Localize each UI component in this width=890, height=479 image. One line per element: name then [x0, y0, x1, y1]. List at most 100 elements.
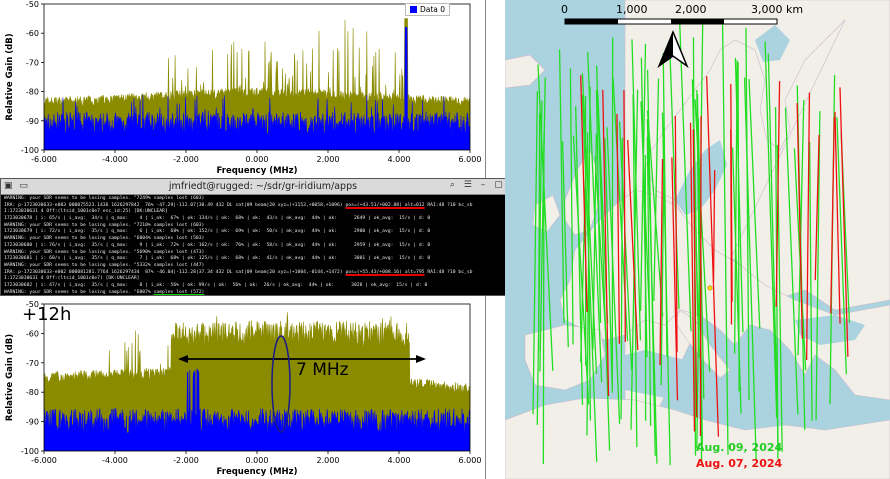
track-aug-09	[748, 79, 761, 329]
terminal-line: 1723030681 | i: 60/s | i_avg: 35/s | q_m…	[4, 256, 431, 262]
track-aug-09	[604, 138, 614, 393]
track-aug-07	[659, 158, 664, 366]
y-tick-label: -90	[26, 418, 39, 427]
terminal-line: 1723030679 | i: 72/s | i_avg: 35/s | q_m…	[4, 229, 431, 235]
landmass	[532, 194, 561, 233]
track-aug-09	[532, 91, 539, 415]
track-aug-07	[674, 115, 678, 353]
arrow-head-left-icon	[178, 355, 188, 363]
track-aug-09	[618, 121, 633, 370]
x-tick-label: 6.000	[459, 155, 482, 164]
scale-label-1000: 1,000	[616, 3, 648, 16]
track-aug-07	[712, 170, 716, 283]
track-aug-09	[592, 133, 597, 350]
terminal-line: WARNING: your SDR seems to be losing sam…	[4, 236, 205, 242]
satellite-tracks-map[interactable]: 0 1,000 2,000 3,000 km Aug. 09, 2024 Aug…	[505, 0, 890, 479]
terminal-line: 1723030678 | i: 65/s | i_avg: 34/s | q_m…	[4, 216, 431, 222]
north-arrow-icon	[657, 30, 689, 69]
scale-label-0: 0	[561, 3, 568, 16]
x-tick-label: 6.000	[459, 456, 482, 465]
terminal-window[interactable]: ▣ ▭ jmfriedt@rugged: ~/sdr/gr-iridium/ap…	[0, 178, 526, 296]
x-tick-label: 0.000	[246, 155, 269, 164]
x-tick-label: -2.000	[173, 155, 199, 164]
track-aug-09	[696, 20, 704, 449]
track-aug-09	[542, 133, 545, 465]
track-aug-07	[692, 129, 698, 418]
x-tick-label: 4.000	[388, 456, 411, 465]
map-svg	[505, 0, 890, 479]
terminal-title: jmfriedt@rugged: ~/sdr/gr-iridium/apps	[168, 181, 358, 192]
landmass	[564, 149, 601, 236]
landmass	[505, 54, 546, 89]
track-aug-07	[775, 81, 781, 307]
track-aug-09	[606, 127, 621, 424]
track-aug-09	[536, 100, 543, 425]
track-aug-09	[561, 141, 569, 348]
highlight-ellipse	[271, 335, 291, 433]
terminal-menu-icons[interactable]: ▣ ▭	[4, 181, 30, 191]
y-axis-title: Relative Gain (dB)	[5, 33, 15, 120]
x-tick-label: -2.000	[173, 456, 199, 465]
terminal-output[interactable]: WARNING: your SDR seems to be losing sam…	[1, 195, 525, 295]
plot-area	[44, 18, 470, 150]
track-aug-07	[805, 92, 811, 360]
track-aug-09	[646, 110, 664, 317]
track-aug-09	[660, 139, 665, 386]
track-aug-09	[808, 141, 813, 421]
window-control-icons[interactable]: ⌕ ☰ – ▢ ✕	[449, 180, 522, 190]
samples-lost-highlight: samples lost (572)	[153, 289, 205, 295]
bottom-spectrum-plot: -6.000 -4.000 -2.000 0.000 2.000 4.000 6.000 -5…	[0, 296, 486, 479]
y-axis-title: Relative Gain (dB)	[5, 334, 15, 421]
track-aug-09	[784, 107, 799, 415]
track-aug-09	[581, 73, 598, 374]
x-tick-label: 4.000	[388, 155, 411, 164]
track-aug-07	[730, 129, 733, 325]
terminal-line: IRA: p-1723030633-e003 000075523.1436 16…	[4, 202, 473, 208]
x-tick-label: -6.000	[31, 155, 57, 164]
x-tick-label: -6.000	[31, 456, 57, 465]
track-aug-07	[699, 116, 702, 436]
caption-aug-07: Aug. 07, 2024	[696, 457, 783, 470]
scale-label-3000: 3,000 km	[751, 3, 804, 16]
blue-spectrum-trace	[44, 27, 470, 150]
position-highlight: pos=(+43.51/+002.88) alt=012	[345, 202, 425, 208]
track-aug-07	[814, 134, 820, 281]
track-aug-09	[569, 68, 574, 345]
terminal-line: WARNING: your SDR seems to be losing sam…	[4, 196, 205, 201]
track-aug-07	[580, 75, 588, 313]
terminal-line: WARNING: your SDR seems to be losing sam…	[4, 262, 205, 268]
y-tick-label: -80	[26, 388, 39, 397]
olive-spectrum-trace	[44, 18, 470, 150]
track-aug-07	[623, 90, 626, 342]
track-aug-09	[575, 106, 584, 405]
track-aug-07	[671, 157, 679, 401]
track-aug-07	[627, 139, 639, 351]
track-aug-07	[616, 113, 621, 344]
track-aug-07	[706, 76, 720, 437]
y-tick-label: -100	[21, 146, 39, 155]
terminal-line: I:1723030631 4 Off:(ltsid_1001c0e7 esc_i…	[4, 209, 168, 215]
track-aug-07	[830, 117, 835, 314]
position-highlight: pos=(+55.43/+008.16) alt=795	[345, 269, 425, 275]
track-aug-07	[839, 87, 849, 357]
x-tick-label: 0.000	[246, 456, 269, 465]
track-aug-09	[815, 111, 821, 421]
terminal-titlebar[interactable]: ▣ ▭ jmfriedt@rugged: ~/sdr/gr-iridium/ap…	[1, 179, 525, 195]
track-aug-09	[639, 43, 647, 311]
x-tick-label: 2.000	[317, 456, 340, 465]
track-aug-09	[581, 94, 598, 462]
x-tick-label: -4.000	[102, 456, 128, 465]
track-aug-09	[646, 69, 656, 456]
terminal-line: I:1723030631 4 Off:(ltsid_1001c0e7) [DK:…	[4, 276, 140, 282]
track-aug-07	[796, 103, 803, 339]
terminal-line: WARNING: your SDR seems to be losing sam…	[4, 222, 205, 228]
track-aug-09	[669, 47, 680, 310]
track-aug-09	[539, 77, 546, 372]
track-aug-09	[632, 94, 638, 448]
scale-bar	[564, 18, 778, 25]
terminal-line: 1723030680 | i: 76/s | i_avg: 35/s | q_m…	[4, 242, 431, 248]
track-aug-09	[731, 147, 742, 414]
top-legend: Data 0	[405, 3, 451, 16]
legend-swatch	[410, 6, 417, 13]
track-aug-07	[834, 111, 841, 324]
